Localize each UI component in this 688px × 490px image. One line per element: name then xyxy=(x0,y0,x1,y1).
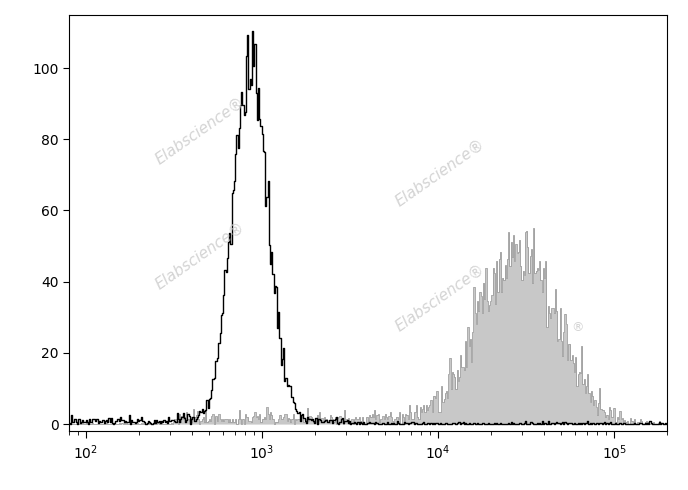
Text: Elabscience®: Elabscience® xyxy=(153,95,248,168)
Text: Elabscience®: Elabscience® xyxy=(392,137,487,209)
Text: Elabscience®: Elabscience® xyxy=(392,262,487,334)
Text: ®: ® xyxy=(571,320,584,334)
Text: Elabscience®: Elabscience® xyxy=(153,220,248,293)
